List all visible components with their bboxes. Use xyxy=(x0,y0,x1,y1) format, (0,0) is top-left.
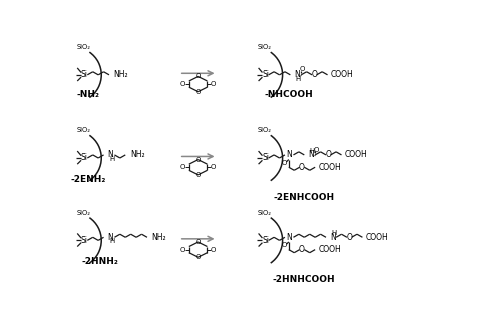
Text: -NH₂: -NH₂ xyxy=(76,90,100,99)
Text: O: O xyxy=(312,70,318,79)
Text: -2HNH₂: -2HNH₂ xyxy=(82,257,118,266)
Text: O: O xyxy=(196,172,201,178)
Text: NH₂: NH₂ xyxy=(130,150,144,159)
Text: COOH: COOH xyxy=(344,150,368,159)
Text: O: O xyxy=(282,160,287,166)
Text: N: N xyxy=(308,150,314,159)
Text: -2HNHCOOH: -2HNHCOOH xyxy=(273,275,336,284)
Text: COOH: COOH xyxy=(318,163,341,172)
Text: SiO₂: SiO₂ xyxy=(258,127,272,133)
Text: N: N xyxy=(108,233,113,242)
Text: SiO₂: SiO₂ xyxy=(258,44,272,50)
Text: O: O xyxy=(196,89,201,95)
Text: SiO₂: SiO₂ xyxy=(76,210,90,216)
Text: SiO₂: SiO₂ xyxy=(76,127,90,133)
Text: O: O xyxy=(211,164,216,170)
Text: SiO₂: SiO₂ xyxy=(258,210,272,216)
Text: -NHCOOH: -NHCOOH xyxy=(264,90,313,99)
Text: O: O xyxy=(282,242,287,248)
Text: NH₂: NH₂ xyxy=(114,70,128,79)
Text: Si: Si xyxy=(80,154,87,163)
Text: O: O xyxy=(211,81,216,87)
Text: -2ENH₂: -2ENH₂ xyxy=(70,175,106,184)
Text: O: O xyxy=(196,254,201,260)
Text: H: H xyxy=(296,76,301,82)
Text: Si: Si xyxy=(262,70,269,79)
Text: H: H xyxy=(109,238,114,244)
Text: COOH: COOH xyxy=(318,245,341,254)
Text: O: O xyxy=(180,247,186,253)
Text: H: H xyxy=(332,231,336,236)
Text: O: O xyxy=(346,233,352,242)
Text: Si: Si xyxy=(80,236,87,245)
Text: COOH: COOH xyxy=(366,233,388,242)
Text: N: N xyxy=(294,70,300,79)
Text: N: N xyxy=(286,150,292,159)
Text: O: O xyxy=(196,156,201,163)
Text: NH₂: NH₂ xyxy=(152,233,166,242)
Text: O: O xyxy=(196,239,201,245)
Text: -2ENHCOOH: -2ENHCOOH xyxy=(274,193,335,202)
Text: COOH: COOH xyxy=(330,70,353,79)
Text: O: O xyxy=(299,163,305,172)
Text: Si: Si xyxy=(262,236,269,245)
Text: O: O xyxy=(196,73,201,79)
Text: O: O xyxy=(211,247,216,253)
Text: O: O xyxy=(180,81,186,87)
Text: H: H xyxy=(109,156,114,162)
Text: N: N xyxy=(108,150,113,159)
Text: O: O xyxy=(300,66,306,72)
Text: Si: Si xyxy=(80,70,87,79)
Text: O: O xyxy=(326,150,332,159)
Text: O: O xyxy=(180,164,186,170)
Text: N: N xyxy=(330,233,336,242)
Text: N: N xyxy=(286,233,292,242)
Text: O: O xyxy=(299,245,305,254)
Text: Si: Si xyxy=(262,154,269,163)
Text: O: O xyxy=(314,147,320,153)
Text: SiO₂: SiO₂ xyxy=(76,44,90,50)
Text: H: H xyxy=(310,148,315,154)
